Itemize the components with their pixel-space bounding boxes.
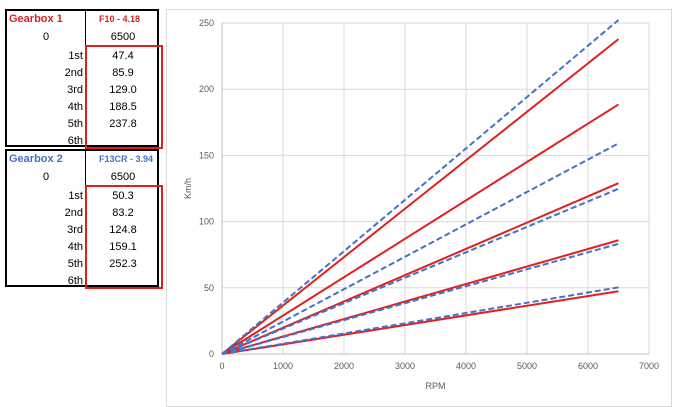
gear-label: 1st [68,190,83,202]
y-tick-label: 150 [199,150,214,160]
series-line-gearbox2-3 [221,187,619,355]
gear-row-4th: 4th 188.5 [7,99,159,116]
series-line-gearbox1-3 [221,182,619,355]
gear-speed: 50.3 [112,190,134,202]
gearbox-1-name: Gearbox 1 [9,13,63,25]
gear-row-3rd: 3rd 124.8 [7,222,159,239]
x-tick-label: 2000 [334,361,354,371]
gear-speed: 252.3 [109,258,137,270]
gear-label: 6th [67,275,83,287]
x-axis-title: RPM [426,381,446,391]
gearbox-2-name: Gearbox 2 [9,153,63,165]
gearbox-2-table: Gearbox 2 F13CR - 3.94 0 6500 1st 50.3 2… [5,149,163,290]
gear-speed: 188.5 [109,101,137,113]
series-line-gearbox1-2 [221,239,619,355]
gear-speed: 83.2 [112,207,134,219]
gear-speed: 159.1 [109,241,137,253]
series-line-gearbox2-4 [221,142,619,355]
x-tick-label: 4000 [456,361,476,371]
gear-label: 4th [67,241,83,253]
x-tick-label: 5000 [517,361,537,371]
chart-canvas: 0 1000 2000 3000 4000 5000 6000 7000 0 50 100 150 20… [183,18,659,391]
gear-label: 5th [67,118,83,130]
highlight-box [85,45,163,149]
gearbox-1-rpm-end: 6500 [110,31,136,43]
x-tick-label: 3000 [395,361,415,371]
y-tick-label: 250 [199,18,214,28]
gear-speed: 124.8 [109,224,137,236]
gear-speed: 129.0 [109,84,137,96]
series-line-gearbox2-2 [221,242,619,355]
gear-speed: 237.8 [109,118,137,130]
gear-row-5th: 5th 237.8 [7,116,159,133]
gear-label: 2nd [64,67,83,79]
highlight-box [85,185,163,289]
gear-label: 6th [67,135,83,147]
y-tick-label: 50 [204,283,214,293]
gear-row-4th: 4th 159.1 [7,239,159,256]
gear-row-6th: 6th [7,273,159,290]
gear-row-1st: 1st 47.4 [7,48,159,65]
gear-row-2nd: 2nd 83.2 [7,205,159,222]
gear-row-3rd: 3rd 129.0 [7,82,159,99]
series-line-gearbox1-4 [221,103,620,355]
gear-row-1st: 1st 50.3 [7,188,159,205]
speed-rpm-chart: 0 1000 2000 3000 4000 5000 6000 7000 0 50 100 150 20… [166,9,672,407]
gearbox-2-rpm-start: 0 [43,171,50,183]
gear-label: 3rd [67,84,83,96]
y-tick-label: 0 [209,349,214,359]
gear-label: 1st [68,50,83,62]
gear-label: 4th [67,101,83,113]
series-line-gearbox1-5 [221,38,620,355]
y-tick-label: 100 [199,217,214,227]
gear-row-5th: 5th 252.3 [7,256,159,273]
x-tick-label: 6000 [578,361,598,371]
gearbox-1-rpm-start: 0 [43,31,50,43]
y-axis-title: Km/h [183,178,193,199]
gearbox-1-model: F10 - 4.18 [99,14,141,24]
series-line-gearbox2-5 [221,19,620,355]
x-tick-label: 7000 [639,361,659,371]
x-tick-label: 1000 [273,361,293,371]
gear-label: 3rd [67,224,83,236]
x-tick-label: 0 [219,361,224,371]
gearbox-2-model: F13CR - 3.94 [99,154,154,164]
series-line-gearbox2-1 [221,286,619,355]
gear-row-6th: 6th [7,133,159,150]
gear-speed: 47.4 [112,50,134,62]
gear-label: 2nd [64,207,83,219]
gearbox-1-table: Gearbox 1 F10 - 4.18 0 6500 1st 47.4 2nd… [5,9,163,150]
gear-label: 5th [67,258,83,270]
y-tick-label: 200 [199,84,214,94]
gear-speed: 85.9 [112,67,134,79]
gear-row-2nd: 2nd 85.9 [7,65,159,82]
gearbox-2-rpm-end: 6500 [110,171,136,183]
